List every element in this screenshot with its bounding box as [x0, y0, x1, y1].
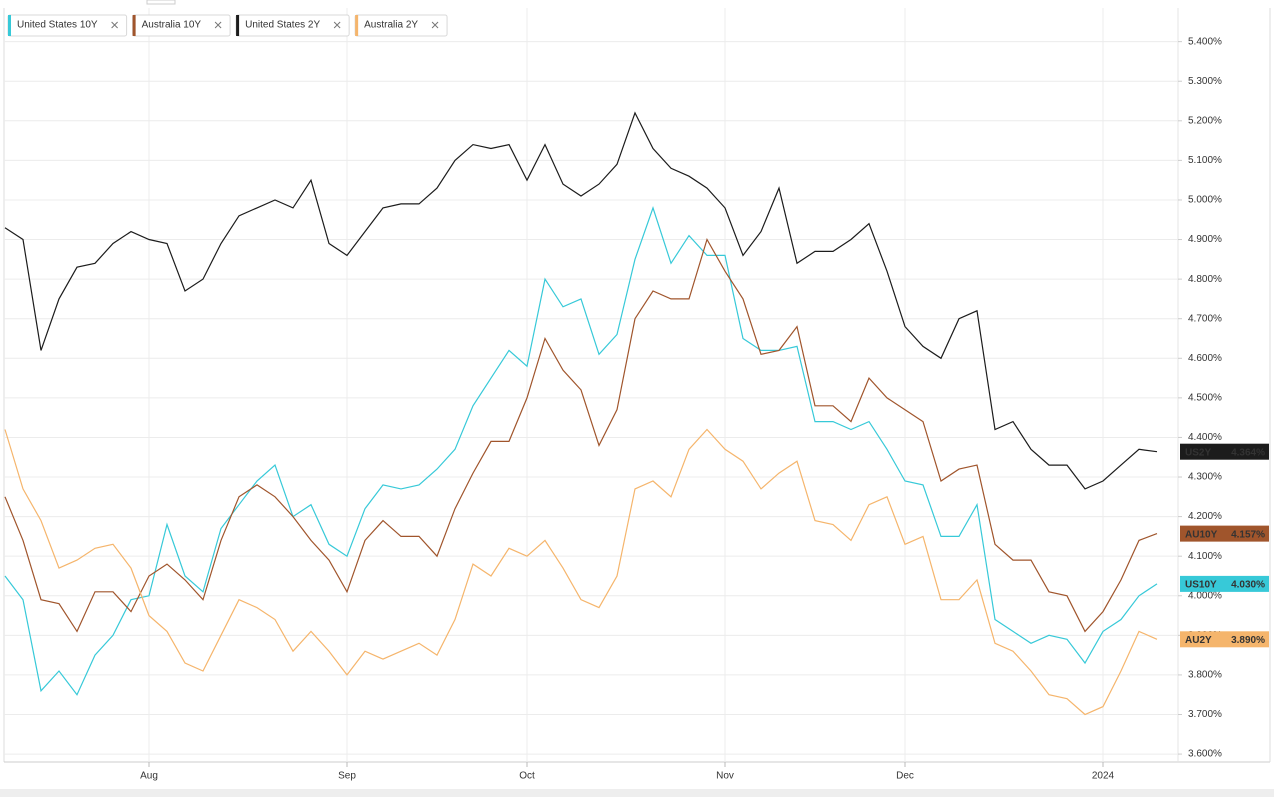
legend: United States 10Y Australia 10Y United Sta… [7, 14, 448, 37]
lines [4, 111, 1158, 716]
legend-label: United States 2Y [245, 20, 320, 31]
legend-item[interactable]: United States 10Y [7, 14, 128, 37]
y-tick-label: 3.700% [1188, 709, 1222, 720]
x-tick-label: Dec [896, 771, 914, 782]
legend-label: United States 10Y [17, 20, 98, 31]
last-value-badge [1180, 525, 1269, 542]
series-line [4, 111, 1158, 490]
series-line [4, 428, 1158, 716]
y-tick-label: 3.800% [1188, 670, 1222, 681]
legend-label: Australia 2Y [364, 20, 418, 31]
x-tick-label: Nov [716, 771, 734, 782]
badge-value: 3.890% [1231, 635, 1265, 646]
y-tick-label: 5.400% [1188, 36, 1222, 47]
legend-close[interactable] [214, 21, 222, 29]
badge-label: AU10Y [1185, 529, 1218, 540]
y-tick-label: 4.100% [1188, 551, 1222, 562]
legend-label: Australia 10Y [142, 20, 202, 31]
y-tick-label: 5.300% [1188, 76, 1222, 87]
badges: US10Y 4.030% AU10Y 4.157% US2Y 4.364% AU2Y 3.89… [1180, 443, 1269, 648]
y-tick-label: 4.500% [1188, 393, 1222, 404]
x-tick-label: Sep [338, 771, 356, 782]
y-tick-label: 4.400% [1188, 432, 1222, 443]
y-tick-label: 5.100% [1188, 155, 1222, 166]
legend-close[interactable] [111, 21, 118, 29]
last-value-badge [1180, 443, 1269, 460]
legend-swatch [236, 15, 240, 36]
legend-close[interactable] [431, 21, 439, 29]
tab-stub [146, 0, 176, 5]
y-tick-label: 4.700% [1188, 313, 1222, 324]
badge-label: US2Y [1185, 447, 1211, 458]
badge-value: 4.030% [1231, 580, 1265, 591]
legend-swatch [132, 15, 136, 36]
series-line [4, 237, 1158, 633]
y-tick-label: 4.000% [1188, 590, 1222, 601]
y-tick-label: 4.200% [1188, 511, 1222, 522]
footer-band [0, 789, 1274, 797]
y-tick-label: 4.300% [1188, 472, 1222, 483]
badge-value: 4.364% [1231, 447, 1265, 458]
last-value-badge [1180, 575, 1269, 592]
last-value-badge [1180, 631, 1269, 648]
y-tick-label: 4.900% [1188, 234, 1222, 245]
badge-label: US10Y [1185, 580, 1217, 591]
legend-item[interactable]: United States 2Y [235, 14, 350, 37]
legend-swatch [8, 15, 11, 36]
y-tick-label: 4.800% [1188, 274, 1222, 285]
y-tick-label: 5.200% [1188, 115, 1222, 126]
x-tick-label: 2024 [1092, 771, 1115, 782]
y-tick-label: 3.600% [1188, 749, 1222, 760]
x-tick-label: Oct [519, 771, 535, 782]
legend-close[interactable] [333, 21, 341, 29]
badge-label: AU2Y [1185, 635, 1212, 646]
x-tick-label: Aug [140, 771, 158, 782]
series-line [4, 206, 1158, 696]
legend-item[interactable]: Australia 10Y [132, 14, 231, 37]
legend-item[interactable]: Australia 2Y [354, 14, 448, 37]
legend-swatch [355, 15, 359, 36]
y-tick-label: 4.600% [1188, 353, 1222, 364]
badge-value: 4.157% [1231, 529, 1265, 540]
y-tick-label: 5.000% [1188, 195, 1222, 206]
